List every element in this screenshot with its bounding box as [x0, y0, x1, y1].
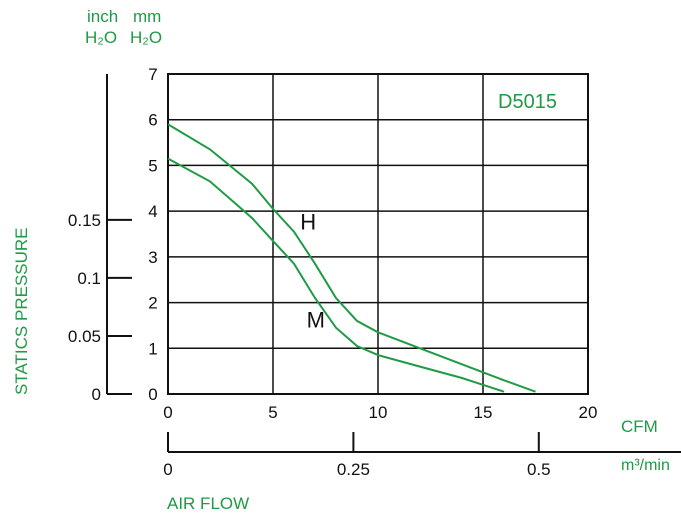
- x-axis-label: AIR FLOW: [167, 494, 249, 513]
- y-tick-label-mm: 2: [148, 294, 157, 313]
- mm-label: mm: [133, 7, 161, 26]
- series-line-M: [167, 157, 505, 393]
- curves: HM: [167, 123, 536, 393]
- series-label-M: M: [307, 308, 325, 333]
- x-tick-label-m3: 0.25: [337, 460, 370, 479]
- y-ticks-inch: 0 0.05 0.1 0.15: [68, 74, 132, 404]
- y-tick-label-mm: 5: [148, 156, 157, 175]
- x-ticks-cfm: 0 5 10 15 20: [163, 403, 597, 422]
- x-unit-m3: m³/min: [621, 457, 670, 474]
- inch-unit: H₂O: [85, 28, 117, 47]
- y-tick-label-inch: 0.1: [77, 269, 101, 288]
- y-tick-label-inch: 0.15: [68, 211, 101, 230]
- x-tick-label-cfm: 20: [579, 403, 598, 422]
- mm-unit: H₂O: [130, 28, 162, 47]
- y-tick-label-mm: 1: [148, 339, 157, 358]
- y-tick-label-inch: 0: [92, 385, 101, 404]
- y-tick-label-mm: 7: [148, 65, 157, 84]
- x-tick-label-cfm: 15: [474, 403, 493, 422]
- x-tick-label-m3: 0: [163, 460, 172, 479]
- y-tick-label-mm: 4: [148, 202, 157, 221]
- x-unit-cfm: CFM: [621, 417, 658, 436]
- inch-label: inch: [87, 7, 118, 26]
- series-line-H: [167, 123, 536, 393]
- y-ticks-mm: 0 1 2 3 4 5 6 7: [148, 65, 157, 404]
- y-tick-label-inch: 0.05: [68, 327, 101, 346]
- model-label: D5015: [498, 91, 557, 113]
- plot-grid: [167, 73, 589, 395]
- x-ticks-m3: 00.250.50.75: [163, 432, 681, 479]
- y-tick-label-mm: 6: [148, 111, 157, 130]
- series-label-H: H: [300, 209, 316, 234]
- y-tick-label-mm: 3: [148, 248, 157, 267]
- x-tick-label-cfm: 10: [369, 403, 388, 422]
- y-tick-label-mm: 0: [148, 385, 157, 404]
- x-tick-label-cfm: 5: [268, 403, 277, 422]
- x-tick-label-cfm: 0: [163, 403, 172, 422]
- y-axis-label: STATICS PRESSURE: [12, 227, 31, 395]
- x-tick-label-m3: 0.5: [527, 460, 551, 479]
